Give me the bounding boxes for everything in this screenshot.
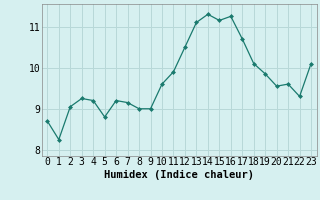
X-axis label: Humidex (Indice chaleur): Humidex (Indice chaleur)	[104, 170, 254, 180]
